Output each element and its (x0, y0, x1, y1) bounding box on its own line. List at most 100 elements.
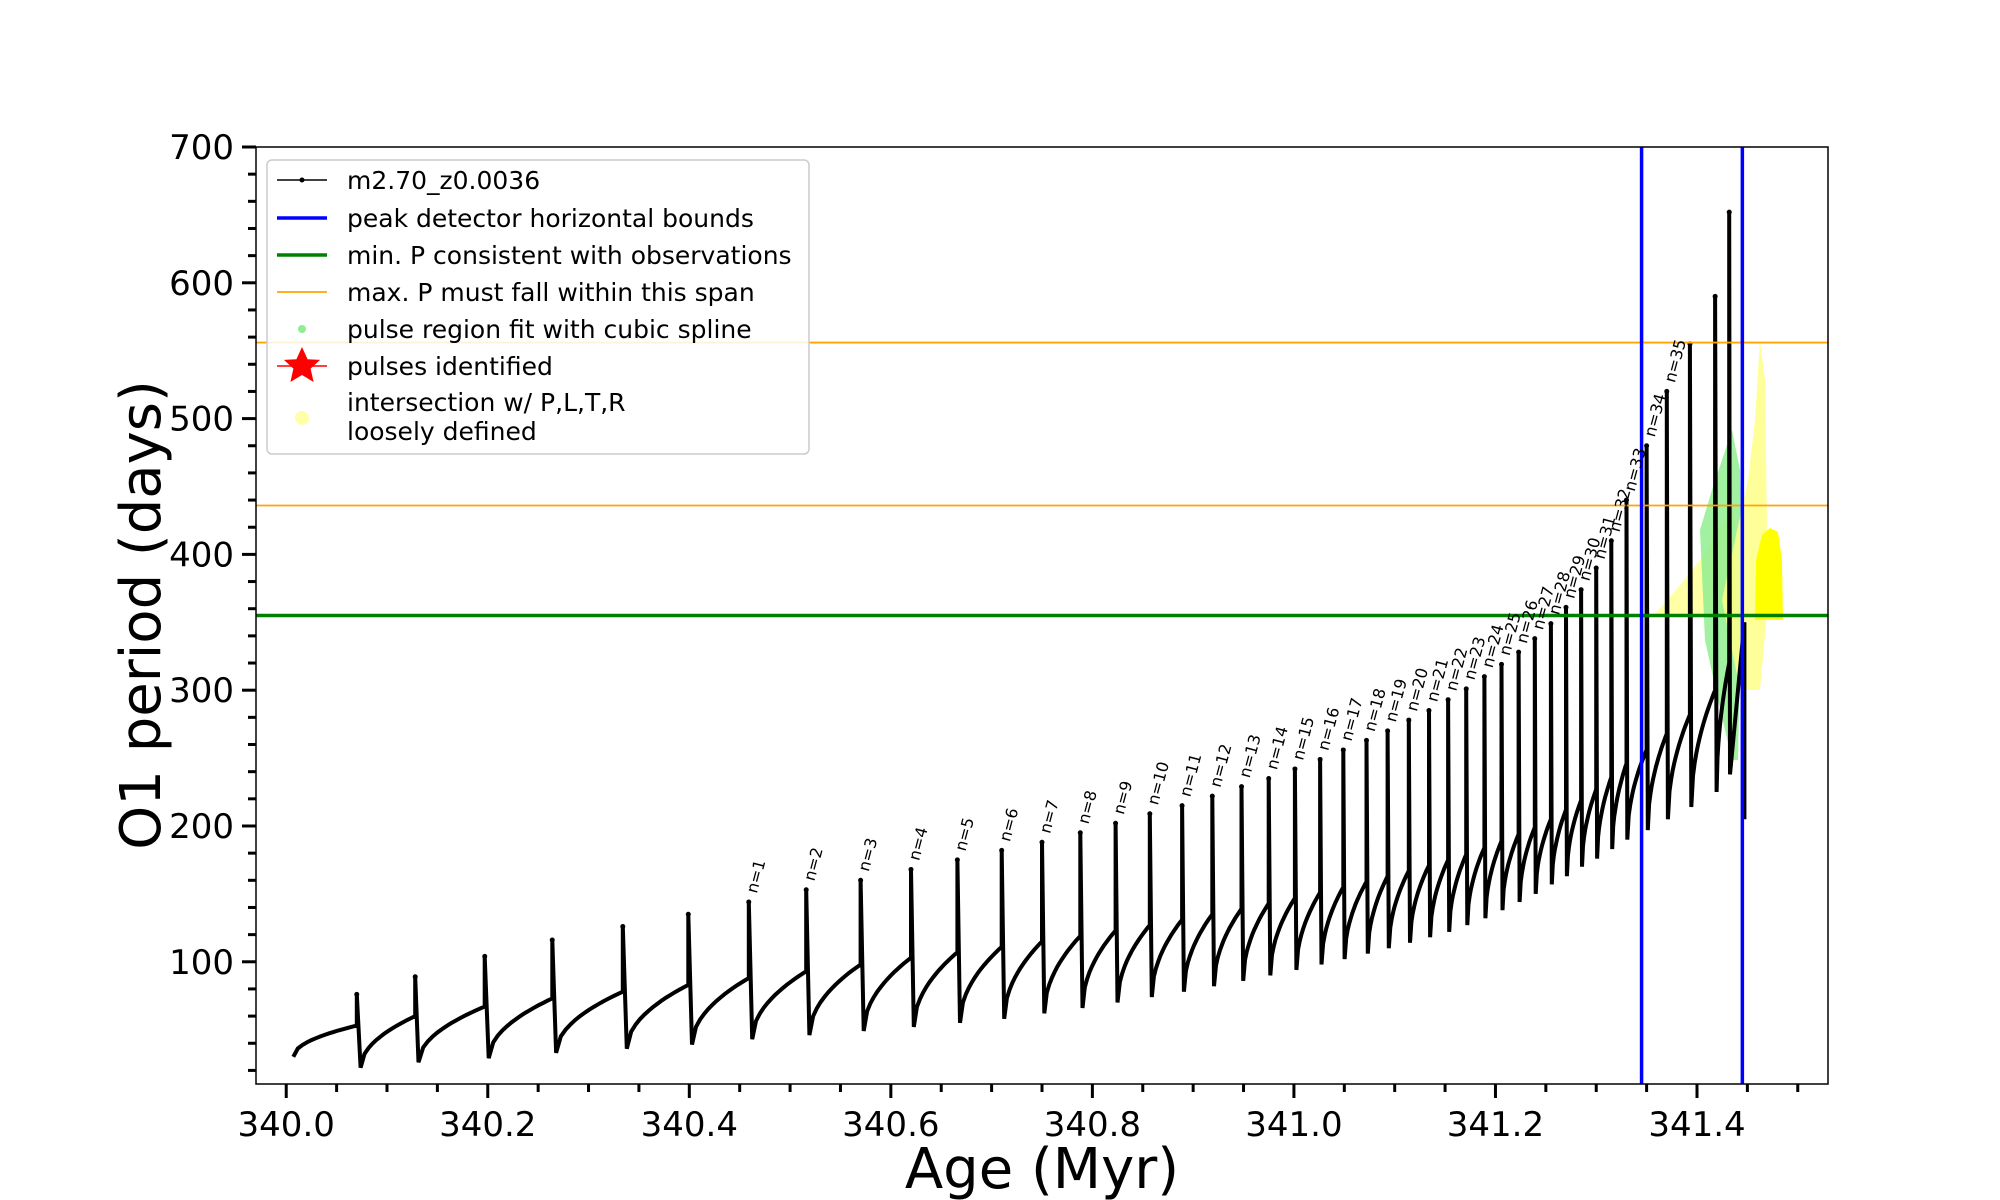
yellow-intersection-blob (1755, 528, 1783, 620)
legend-label: pulse region fit with cubic spline (347, 315, 752, 344)
y-tick-label: 700 (169, 128, 234, 168)
pulse-label: n=6 (995, 806, 1022, 844)
pulse-label: n=7 (1036, 798, 1063, 836)
pulse-label: n=12 (1206, 742, 1236, 789)
y-tick-label: 500 (169, 400, 234, 440)
pulse-peak-point (1516, 649, 1522, 655)
pulse-peak-point (482, 953, 488, 959)
pulse-peak-point (1463, 686, 1469, 692)
pulse-peak-point (1406, 717, 1412, 723)
pulse-peak-point (746, 899, 752, 905)
legend-label: peak detector horizontal bounds (347, 204, 754, 233)
x-axis-label: Age (Myr) (905, 1137, 1179, 1200)
pulse-peak-point (1712, 293, 1718, 299)
y-tick-label: 100 (169, 943, 234, 983)
pulse-peak-point (1147, 811, 1153, 817)
pulse-peak-point (1179, 803, 1185, 809)
pulse-peak-point (1499, 661, 1505, 667)
pulse-peak-point (908, 866, 914, 872)
pulse-label: n=10 (1143, 760, 1173, 807)
pulse-peak-point (1113, 820, 1119, 826)
pulse-peak-point (1593, 565, 1599, 571)
pulse-peak-point (1340, 747, 1346, 753)
legend-box (266, 159, 810, 455)
legend-item-max-p: max. P must fall within this span (277, 278, 755, 307)
pulse-peak-point (412, 974, 418, 980)
pulse-peak-point (803, 887, 809, 893)
pulse-label: n=2 (800, 845, 827, 883)
y-axis-label: O1 period (days) (109, 380, 174, 850)
pulse-region-highlights (1655, 340, 1783, 760)
legend-label: max. P must fall within this span (347, 278, 755, 307)
pulse-peak-point (1726, 209, 1732, 215)
pulse-peak-point (1239, 784, 1245, 790)
pulse-peak-point (1317, 756, 1323, 762)
series-line (291, 212, 1747, 1069)
pulse-peak-point (1548, 621, 1554, 627)
pulse-peak-point (1077, 830, 1083, 836)
x-tick-label: 340.2 (439, 1105, 536, 1145)
y-tick-label: 300 (169, 671, 234, 711)
pulse-peak-point (1532, 636, 1538, 642)
y-tick-label: 600 (169, 264, 234, 304)
legend-label: m2.70_z0.0036 (347, 166, 540, 195)
legend-label: loosely defined (347, 417, 537, 446)
pulse-peak-point (1563, 604, 1569, 610)
pulse-peak-point (1039, 839, 1045, 845)
x-tick-label: 341.0 (1245, 1105, 1342, 1145)
pulse-peak-point (1623, 497, 1629, 503)
x-tick-label: 341.2 (1447, 1105, 1544, 1145)
vertical-lines (1639, 147, 1745, 1084)
pulse-peak-point (1266, 775, 1272, 781)
x-tick-label: 340.8 (1044, 1105, 1141, 1145)
pulse-peak-point (1664, 388, 1670, 394)
legend-item-peak-bounds: peak detector horizontal bounds (277, 204, 754, 233)
legend-label: pulses identified (347, 352, 553, 381)
pulse-label: n=3 (854, 836, 881, 874)
pulse-peak-point (1445, 697, 1451, 703)
pulse-label: n=1 (742, 858, 769, 896)
pulse-peak-point (1644, 443, 1650, 449)
pulse-peak-point (1426, 708, 1432, 714)
x-tick-label: 341.4 (1648, 1105, 1745, 1145)
legend-label: intersection w/ P,L,T,R (347, 388, 626, 417)
pulse-peak-point (1363, 737, 1369, 743)
pulse-peak-point (354, 991, 360, 997)
legend-item-spline: pulse region fit with cubic spline (298, 315, 752, 344)
legend-item-intersection: intersection w/ P,L,T,R loosely defined (295, 388, 626, 446)
pulse-peak-point (549, 937, 555, 943)
x-tick-label: 340.4 (641, 1105, 738, 1145)
pulse-label: n=14 (1262, 724, 1292, 771)
x-tick-label: 340.6 (842, 1105, 939, 1145)
pulse-peak-point (954, 857, 960, 863)
pulse-peak-point (1385, 728, 1391, 734)
pulse-peak-point (858, 877, 864, 883)
y-tick-label: 200 (169, 807, 234, 847)
pulse-peak-point (1209, 793, 1215, 799)
pulse-peak-point (1578, 587, 1584, 593)
pulse-label: n=8 (1074, 788, 1101, 826)
star-icon (283, 347, 321, 382)
y-axis: 100 200 300 400 500 600 700 (169, 128, 256, 1072)
pulse-label: n=32 (1605, 487, 1635, 534)
pulse-label: n=35 (1660, 337, 1690, 384)
y-tick-label: 400 (169, 535, 234, 575)
legend-item-pulses: pulses identified (277, 347, 553, 382)
pulse-label: n=4 (905, 825, 932, 863)
pulse-label: n=11 (1176, 751, 1206, 798)
pulse-label: n=15 (1288, 715, 1318, 762)
legend: m2.70_z0.0036 peak detector horizontal b… (266, 159, 810, 455)
legend-item-min-p: min. P consistent with observations (277, 241, 792, 270)
pulse-peak-point (685, 911, 691, 917)
legend-label: min. P consistent with observations (347, 241, 792, 270)
pulse-peak-point (1481, 674, 1487, 680)
pulse-peak-point (1608, 538, 1614, 544)
pulse-label: n=5 (951, 815, 978, 853)
pulse-peak-point (1292, 766, 1298, 772)
pulse-label: n=13 (1235, 732, 1265, 779)
legend-item-model: m2.70_z0.0036 (277, 166, 540, 195)
pulse-peak-point (999, 847, 1005, 853)
x-axis: 340.0 340.2 340.4 340.6 340.8 341.0 341.2 341.4 (238, 1084, 1800, 1145)
pulse-label: n=9 (1109, 779, 1136, 817)
